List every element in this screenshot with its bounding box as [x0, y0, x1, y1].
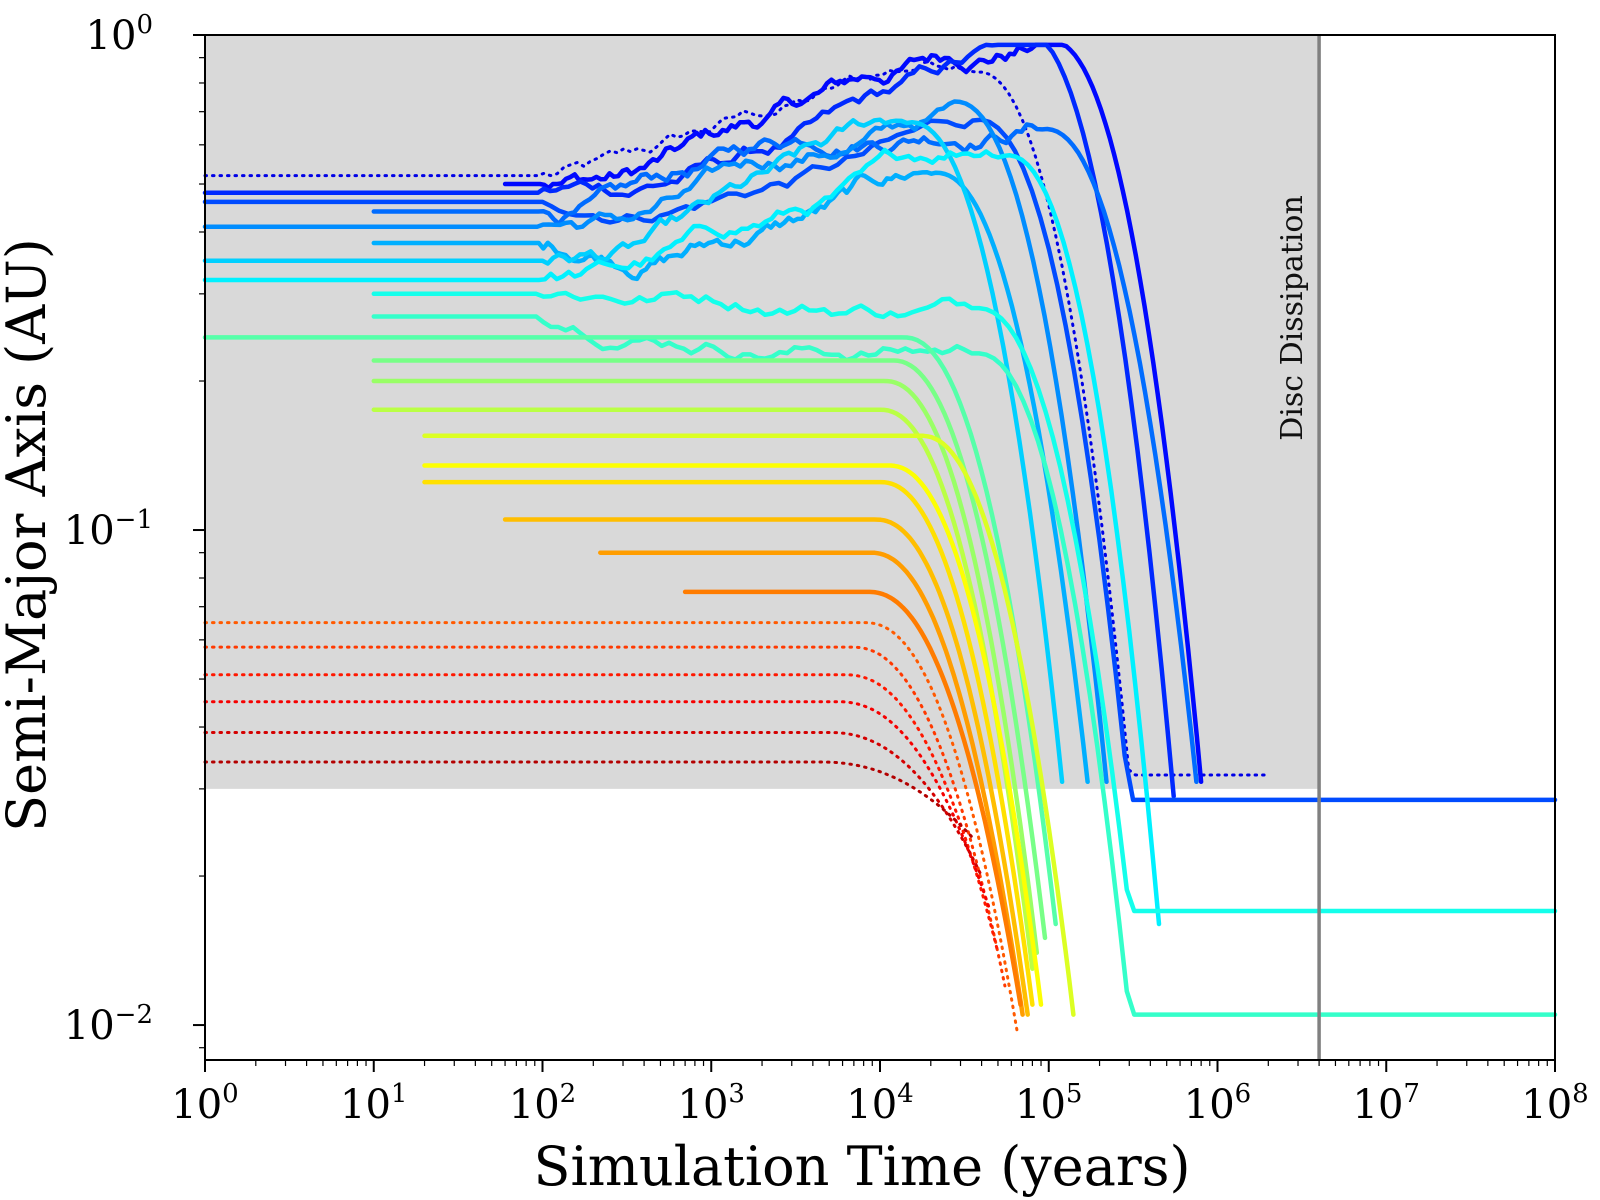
- series-line-17: [422, 463, 1044, 1007]
- x-tick-label: 101: [340, 1079, 407, 1128]
- series-line-23: [203, 645, 1007, 988]
- y-tick-label: 100: [86, 10, 153, 59]
- series-line-21: [682, 589, 1023, 1007]
- x-tick-label: 106: [1184, 1079, 1251, 1128]
- series-line-13: [371, 358, 1048, 941]
- series-line-10: [371, 290, 1558, 914]
- x-tick-label: 100: [171, 1079, 238, 1128]
- series-line-19: [502, 517, 1030, 1017]
- series-line-26: [203, 731, 984, 878]
- series-line-16: [422, 433, 1076, 1017]
- series-line-6: [202, 99, 1109, 785]
- series-line-15: [371, 407, 1035, 971]
- series-line-1: [203, 60, 1270, 777]
- x-tick-label: 103: [678, 1079, 745, 1128]
- series-line-25: [203, 700, 992, 913]
- x-tick-label: 107: [1353, 1079, 1420, 1128]
- disc-dissipation-label: Disc Dissipation: [1275, 195, 1310, 441]
- x-tick-label: 102: [509, 1079, 576, 1128]
- series-line-22: [203, 621, 1019, 1034]
- series-line-20: [598, 550, 1025, 1017]
- series-line-2: [502, 42, 1204, 785]
- x-tick-label: 104: [846, 1079, 913, 1128]
- series-line-11: [371, 314, 1558, 1017]
- y-tick-label: 10−1: [64, 505, 153, 554]
- series-line-7: [371, 169, 1090, 785]
- x-axis-label: Simulation Time (years): [533, 1135, 1190, 1198]
- series-line-12: [202, 335, 1058, 927]
- series-line-3: [202, 42, 1176, 799]
- series-line-9: [202, 147, 1162, 927]
- series-line-27: [203, 760, 974, 839]
- x-tick-label: 105: [1015, 1079, 1082, 1128]
- series-line-8: [202, 117, 1065, 785]
- series-line-24: [203, 673, 1000, 955]
- y-axis-label: Semi-Major Axis (AU): [0, 238, 58, 832]
- series-line-4: [202, 117, 1558, 803]
- series-line-14: [371, 378, 1040, 955]
- x-tick-label: 108: [1521, 1079, 1588, 1128]
- series-line-18: [422, 479, 1035, 1007]
- y-tick-label: 10−2: [64, 1000, 153, 1049]
- series-line-5: [371, 122, 1199, 785]
